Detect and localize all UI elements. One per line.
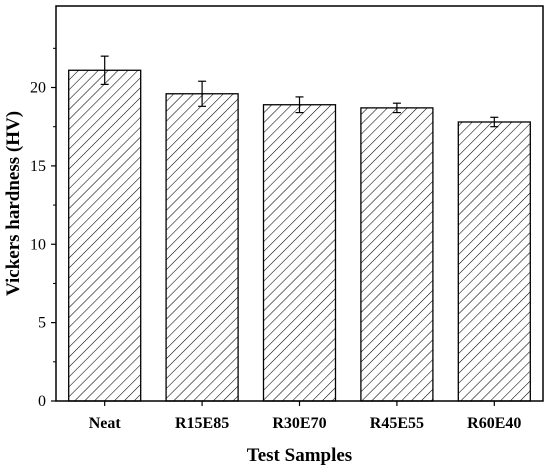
y-tick-label: 5 (38, 315, 46, 332)
error-bars-layer (100, 55, 499, 128)
x-tick-label: R45E55 (370, 415, 424, 432)
y-tick-label: 20 (30, 80, 46, 97)
x-tick-label: Neat (89, 415, 122, 432)
x-tick-label: R15E85 (175, 415, 229, 432)
bar-r45e55 (360, 107, 434, 402)
y-tick-label: 15 (30, 158, 46, 175)
bars-layer (68, 69, 531, 402)
bar-r30e70 (262, 104, 337, 402)
bar-r15e85 (165, 93, 239, 402)
x-axis: Neat R15E85 R30E70 R45E55 R60E40 (89, 401, 521, 432)
y-axis-title: Vickers hardness (HV) (3, 111, 24, 296)
bar-r60e40 (457, 121, 531, 402)
y-axis: 0 5 10 15 20 (30, 47, 56, 410)
y-tick-label: 10 (30, 236, 46, 253)
y-tick-label: 0 (38, 393, 46, 410)
x-tick-label: R30E70 (272, 415, 326, 432)
x-axis-title: Test Samples (247, 445, 352, 466)
x-tick-label: R60E40 (467, 415, 521, 432)
bar-neat (68, 69, 142, 402)
